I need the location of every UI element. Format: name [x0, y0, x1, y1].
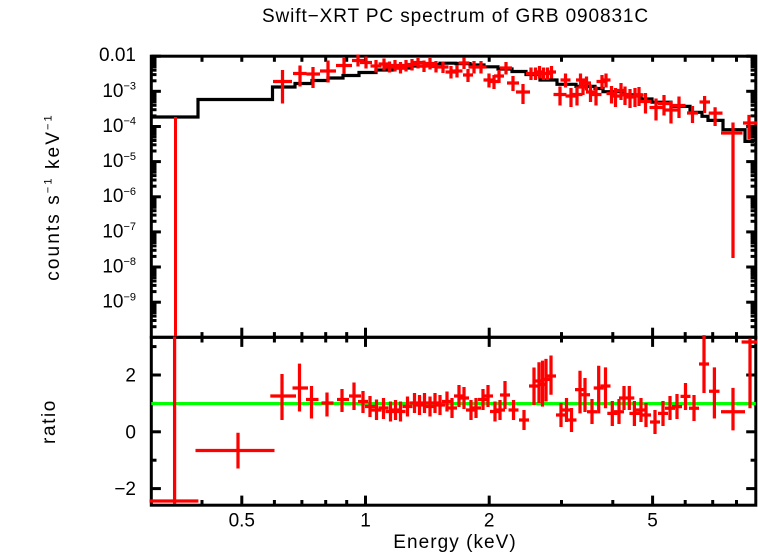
svg-text:2: 2 — [125, 366, 136, 387]
svg-text:0.5: 0.5 — [229, 510, 255, 531]
svg-text:1: 1 — [360, 510, 371, 531]
svg-text:−2: −2 — [114, 479, 136, 500]
svg-text:ratio: ratio — [39, 399, 60, 444]
svg-text:0: 0 — [125, 422, 136, 443]
svg-text:Energy (keV): Energy (keV) — [393, 532, 516, 553]
svg-text:counts s−1 keV−1: counts s−1 keV−1 — [43, 113, 64, 280]
svg-text:Swift−XRT PC spectrum of GRB 0: Swift−XRT PC spectrum of GRB 090831C — [262, 6, 649, 27]
svg-text:2: 2 — [484, 510, 495, 531]
svg-text:5: 5 — [647, 510, 658, 531]
svg-text:0.01: 0.01 — [99, 45, 136, 66]
